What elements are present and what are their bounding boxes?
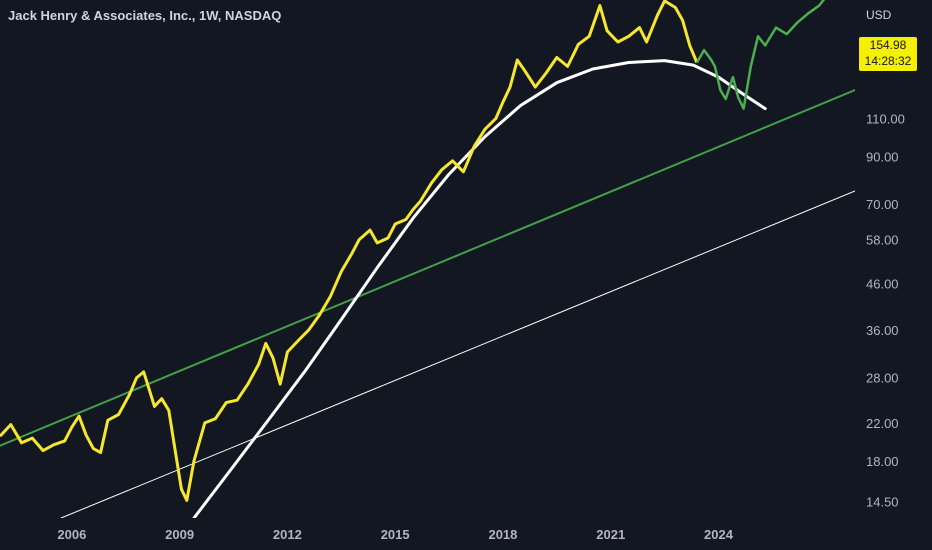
y-tick-label: 58.00 [866,233,899,248]
price-series-recent [695,0,826,110]
y-tick-label: 46.00 [866,276,899,291]
price-series-history [0,0,699,502]
y-tick-label: 14.50 [866,495,899,510]
y-tick-label: 90.00 [866,150,899,165]
y-tick-label: 22.00 [866,416,899,431]
x-tick-label: 2015 [381,527,410,542]
bar-countdown: 14:28:32 [864,54,912,68]
last-price-badge: 154.98 14:28:32 [859,37,917,71]
x-tick-label: 2006 [57,527,86,542]
x-tick-label: 2009 [165,527,194,542]
y-tick-label: 36.00 [866,323,899,338]
trendline-lower [60,190,855,518]
trendline-upper [0,89,855,447]
x-tick-label: 2021 [596,527,625,542]
plot-layer [0,0,855,518]
y-tick-label: 18.00 [866,454,899,469]
y-tick-label: 110.00 [866,112,905,127]
last-price-value: 154.98 [869,38,907,52]
x-tick-label: 2018 [488,527,517,542]
y-tick-label: 70.00 [866,197,899,212]
x-tick-label: 2024 [704,527,734,542]
currency-label: USD [866,8,892,22]
y-tick-label: 28.00 [866,370,899,385]
chart-title: Jack Henry & Associates, Inc., 1W, NASDA… [8,8,282,23]
x-tick-label: 2012 [273,527,302,542]
fitted-curve [192,59,767,518]
